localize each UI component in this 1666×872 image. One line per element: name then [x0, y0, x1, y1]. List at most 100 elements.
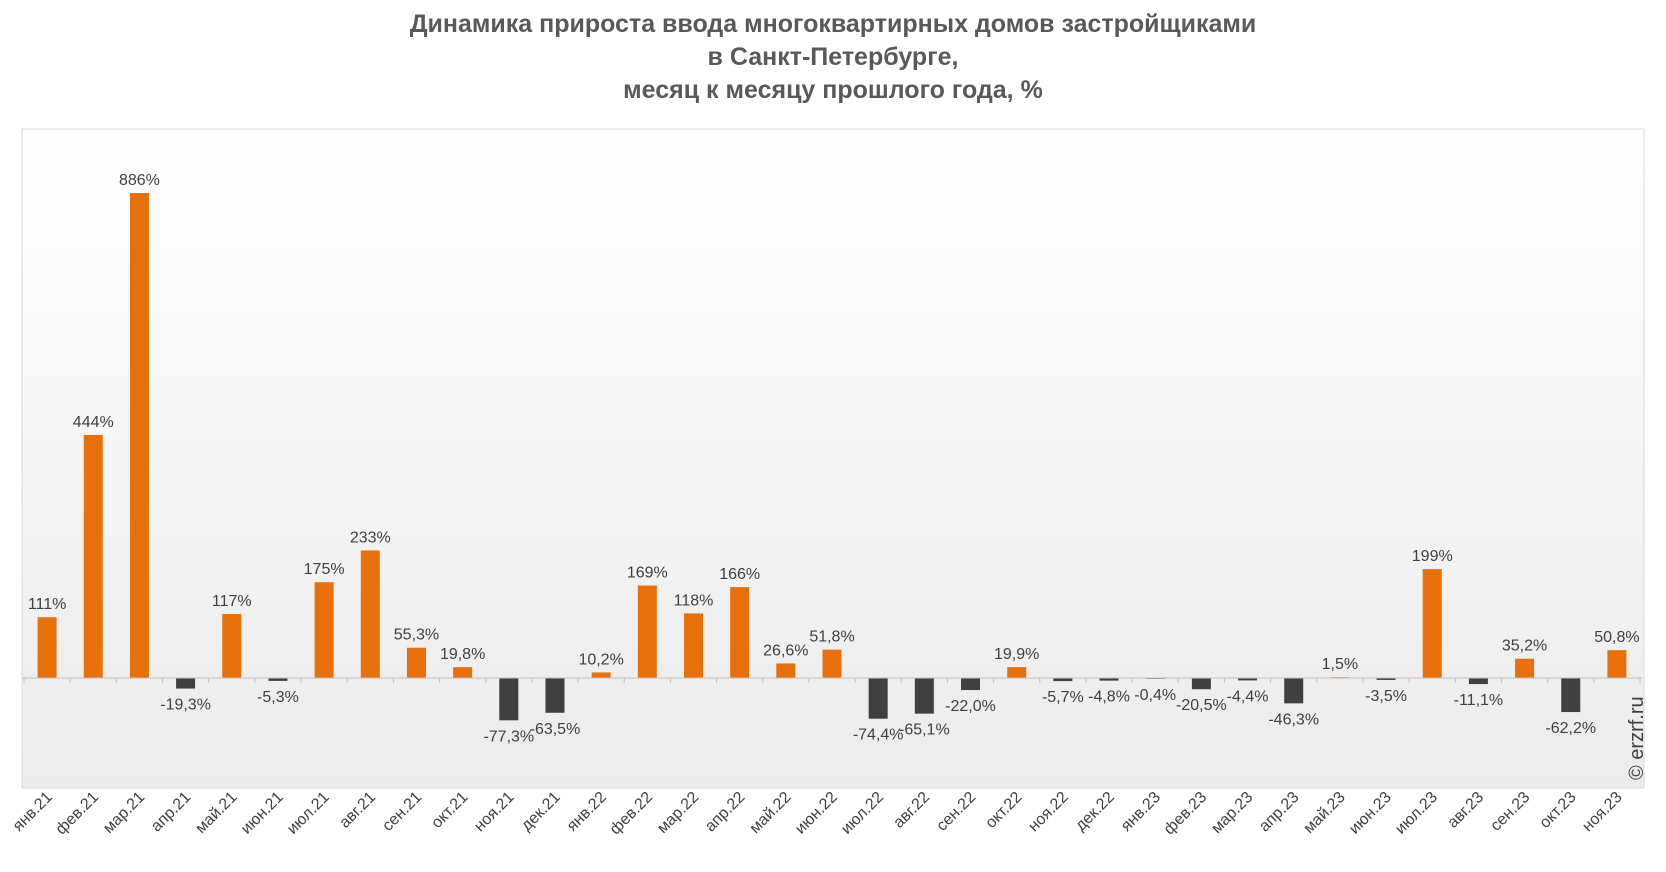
- x-tick-label-ноя.23: ноя.23: [1579, 789, 1625, 835]
- bar-авг.21: [360, 550, 380, 678]
- bar-ноя.21: [499, 678, 519, 721]
- chart-title: Динамика прироста ввода многоквартирных …: [0, 8, 1666, 107]
- x-tick-label-июн.21: июн.21: [238, 789, 287, 838]
- value-label-май.21: 117%: [212, 593, 252, 610]
- value-label-апр.22: 166%: [719, 566, 760, 583]
- bar-июн.22: [822, 649, 842, 678]
- x-tick-label-мар.22: мар.22: [654, 789, 702, 837]
- x-tick-label-июл.21: июл.21: [284, 789, 333, 838]
- value-label-ноя.23: 50,8%: [1594, 629, 1639, 646]
- chart-title-line-2: в Санкт-Петербурге,: [707, 43, 959, 71]
- bar-июл.23: [1422, 569, 1442, 678]
- value-label-янв.22: 10,2%: [578, 651, 623, 668]
- x-tick-label-мар.21: мар.21: [100, 789, 148, 837]
- bar-июн.23: [1376, 678, 1396, 680]
- bar-янв.21: [37, 617, 57, 678]
- x-tick-label-май.22: май.22: [747, 789, 795, 837]
- x-tick-label-окт.23: окт.23: [1537, 789, 1580, 832]
- value-label-апр.21: -19,3%: [160, 697, 211, 714]
- value-label-сен.22: -22,0%: [945, 698, 996, 715]
- bar-окт.22: [1007, 667, 1027, 678]
- value-label-окт.23: -62,2%: [1545, 720, 1596, 737]
- value-label-сен.23: 35,2%: [1502, 638, 1547, 655]
- bar-авг.23: [1468, 678, 1488, 685]
- x-tick-label-янв.21: янв.21: [10, 789, 56, 835]
- bar-июн.21: [268, 678, 288, 681]
- copyright-text: © erzrf.ru: [1626, 696, 1648, 780]
- value-label-мар.23: -4,4%: [1227, 688, 1269, 705]
- bar-дек.22: [1099, 678, 1119, 681]
- value-label-май.23: 1,5%: [1322, 656, 1358, 673]
- x-tick-label-апр.23: апр.23: [1256, 789, 1303, 836]
- bar-сен.21: [406, 647, 426, 678]
- value-label-окт.22: 19,9%: [994, 646, 1039, 663]
- x-tick-label-сен.23: сен.23: [1487, 789, 1533, 835]
- bar-мар.23: [1238, 678, 1258, 681]
- value-label-мар.22: 118%: [674, 592, 714, 609]
- bar-окт.23: [1561, 678, 1581, 713]
- bar-ноя.23: [1607, 650, 1627, 678]
- value-label-июл.21: 175%: [304, 561, 345, 578]
- copyright-note: © erzrf.ru: [1626, 696, 1656, 810]
- x-tick-label-июл.22: июл.22: [838, 789, 887, 838]
- x-tick-label-ноя.22: ноя.22: [1025, 789, 1071, 835]
- value-label-янв.21: 111%: [28, 596, 67, 613]
- x-tick-label-янв.22: янв.22: [564, 789, 610, 835]
- bar-фев.21: [83, 434, 103, 678]
- x-tick-label-сен.22: сен.22: [933, 789, 979, 835]
- bar-сен.22: [961, 678, 981, 691]
- value-label-окт.21: 19,8%: [440, 646, 485, 663]
- x-tick-label-май.21: май.21: [192, 789, 240, 837]
- x-tick-label-авг.23: авг.23: [1444, 789, 1487, 832]
- value-label-авг.22: -65,1%: [899, 722, 950, 739]
- x-tick-label-авг.22: авг.22: [890, 789, 933, 832]
- bar-мар.21: [129, 193, 149, 678]
- chart-title-line-3: месяц к месяцу прошлого года, %: [623, 76, 1043, 104]
- x-tick-label-фев.22: фев.22: [607, 789, 656, 838]
- value-label-дек.21: -63,5%: [530, 721, 581, 738]
- x-tick-label-фев.23: фев.23: [1161, 789, 1210, 838]
- value-label-апр.23: -46,3%: [1268, 711, 1319, 728]
- value-label-мар.21: 886%: [119, 172, 160, 189]
- bar-апр.21: [176, 678, 196, 689]
- value-label-сен.21: 55,3%: [394, 627, 439, 644]
- bar-апр.22: [730, 587, 750, 678]
- x-tick-label-июл.23: июл.23: [1392, 789, 1441, 838]
- bar-июл.21: [314, 582, 334, 678]
- x-axis-group: [22, 677, 1642, 683]
- bar-сен.23: [1515, 658, 1535, 678]
- x-tick-label-май.23: май.23: [1301, 789, 1349, 837]
- x-tick-label-авг.21: авг.21: [336, 789, 379, 832]
- x-tick-label-дек.22: дек.22: [1072, 789, 1118, 835]
- x-tick-label-фев.21: фев.21: [53, 789, 102, 838]
- bar-фев.22: [637, 585, 657, 678]
- bar-мар.22: [683, 613, 703, 678]
- value-labels-group: 111% 444% 886% -19,3% 117% -5,3% 175% 233% 55,3%…: [28, 172, 1640, 745]
- x-tick-label-ноя.21: ноя.21: [471, 789, 517, 835]
- value-label-фев.23: -20,5%: [1176, 697, 1227, 714]
- value-label-июл.22: -74,4%: [853, 727, 904, 744]
- value-label-июн.23: -3,5%: [1365, 688, 1407, 705]
- value-label-янв.23: -0,4%: [1134, 687, 1176, 704]
- chart-title-line-1: Динамика прироста ввода многоквартирных …: [409, 10, 1257, 38]
- x-tick-label-дек.21: дек.21: [518, 789, 564, 835]
- value-label-авг.23: -11,1%: [1454, 692, 1504, 709]
- bar-апр.23: [1284, 678, 1304, 704]
- bar-авг.22: [914, 678, 934, 714]
- x-tick-label-июн.23: июн.23: [1346, 789, 1395, 838]
- bar-май.22: [776, 663, 796, 678]
- value-label-фев.21: 444%: [73, 414, 114, 431]
- x-tick-label-апр.22: апр.22: [702, 789, 749, 836]
- bar-дек.21: [545, 678, 565, 713]
- bar-янв.22: [591, 672, 611, 678]
- bar-окт.21: [453, 667, 473, 678]
- x-tick-label-мар.23: мар.23: [1208, 789, 1256, 837]
- value-label-дек.22: -4,8%: [1088, 689, 1130, 706]
- x-tick-label-сен.21: сен.21: [379, 789, 425, 835]
- x-tick-label-окт.21: окт.21: [428, 789, 471, 832]
- value-label-фев.22: 169%: [627, 564, 668, 581]
- x-tick-label-окт.22: окт.22: [982, 789, 1025, 832]
- value-label-ноя.22: -5,7%: [1042, 689, 1084, 706]
